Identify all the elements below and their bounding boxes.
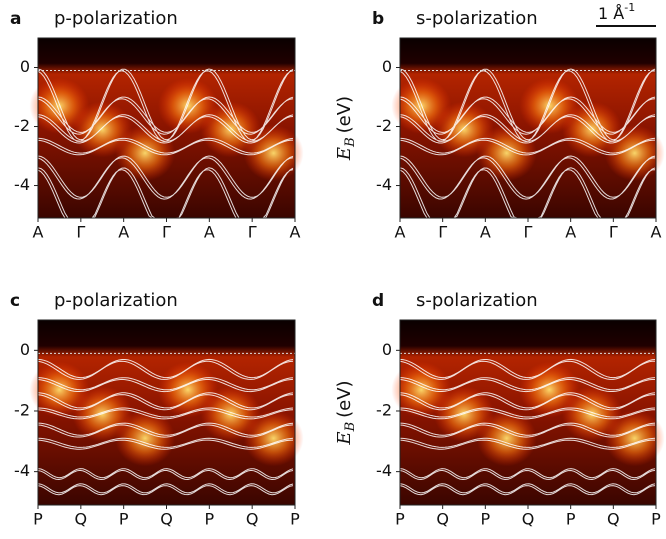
y-label-symbol: E xyxy=(334,431,355,445)
panel-title: p-polarization xyxy=(54,290,178,311)
panel-title: s-polarization xyxy=(416,8,538,29)
panel-label: c xyxy=(10,291,20,311)
x-tick-label: A xyxy=(651,223,662,242)
y-label-unit: (eV) xyxy=(334,380,355,417)
x-tick-label: A xyxy=(480,223,491,242)
band-overlay xyxy=(37,358,294,496)
band-overlay xyxy=(399,358,656,496)
x-tick-label: A xyxy=(395,223,406,242)
y-axis-label: EB (eV) xyxy=(334,96,358,161)
y-label-symbol: E xyxy=(334,147,355,161)
x-tick-label: P xyxy=(33,510,43,529)
y-label-subscript: B xyxy=(343,422,358,433)
x-tick-label: Γ xyxy=(524,223,533,242)
y-label-unit: (eV) xyxy=(334,96,355,133)
scale-bar-label: 1 Å-1 xyxy=(598,1,635,23)
y-tick-label: -2 xyxy=(14,400,30,419)
x-tick-label: Q xyxy=(160,510,173,529)
x-tick-label: Q xyxy=(607,510,620,529)
x-tick-label: P xyxy=(395,510,405,529)
panel-label: a xyxy=(10,9,21,29)
x-tick-label: A xyxy=(204,223,215,242)
scale-superscript: -1 xyxy=(624,1,635,14)
y-tick-label: -4 xyxy=(376,175,392,194)
y-label-subscript: B xyxy=(343,137,358,148)
x-tick-label: Γ xyxy=(162,223,171,242)
y-tick-label: 0 xyxy=(20,57,30,76)
x-tick-label: P xyxy=(290,510,300,529)
panel-label: d xyxy=(372,291,384,311)
y-tick-label: 0 xyxy=(20,340,30,359)
x-tick-label: Γ xyxy=(76,223,85,242)
x-tick-label: Q xyxy=(436,510,449,529)
panel-label: b xyxy=(372,9,384,29)
y-tick-label: -4 xyxy=(14,175,30,194)
panel-title: p-polarization xyxy=(54,8,178,29)
x-tick-label: A xyxy=(290,223,301,242)
x-tick-label: A xyxy=(118,223,129,242)
x-tick-label: P xyxy=(566,510,576,529)
x-tick-label: P xyxy=(481,510,491,529)
y-tick-label: -2 xyxy=(14,116,30,135)
x-tick-label: P xyxy=(651,510,661,529)
x-tick-label: Q xyxy=(75,510,88,529)
x-tick-label: P xyxy=(119,510,129,529)
x-tick-label: Q xyxy=(522,510,535,529)
y-axis-label: EB (eV) xyxy=(334,380,358,445)
x-tick-label: P xyxy=(205,510,215,529)
y-tick-label: 0 xyxy=(382,340,392,359)
y-tick-label: -2 xyxy=(376,116,392,135)
x-tick-label: Q xyxy=(246,510,259,529)
panel-title: s-polarization xyxy=(416,290,538,311)
x-tick-label: A xyxy=(565,223,576,242)
y-tick-label: -2 xyxy=(376,400,392,419)
x-tick-label: Γ xyxy=(609,223,618,242)
scale-text: 1 Å xyxy=(598,4,624,23)
x-tick-label: Γ xyxy=(248,223,257,242)
x-tick-label: Γ xyxy=(438,223,447,242)
x-tick-label: A xyxy=(33,223,44,242)
y-tick-label: -4 xyxy=(14,461,30,480)
y-tick-label: 0 xyxy=(382,57,392,76)
y-tick-label: -4 xyxy=(376,461,392,480)
